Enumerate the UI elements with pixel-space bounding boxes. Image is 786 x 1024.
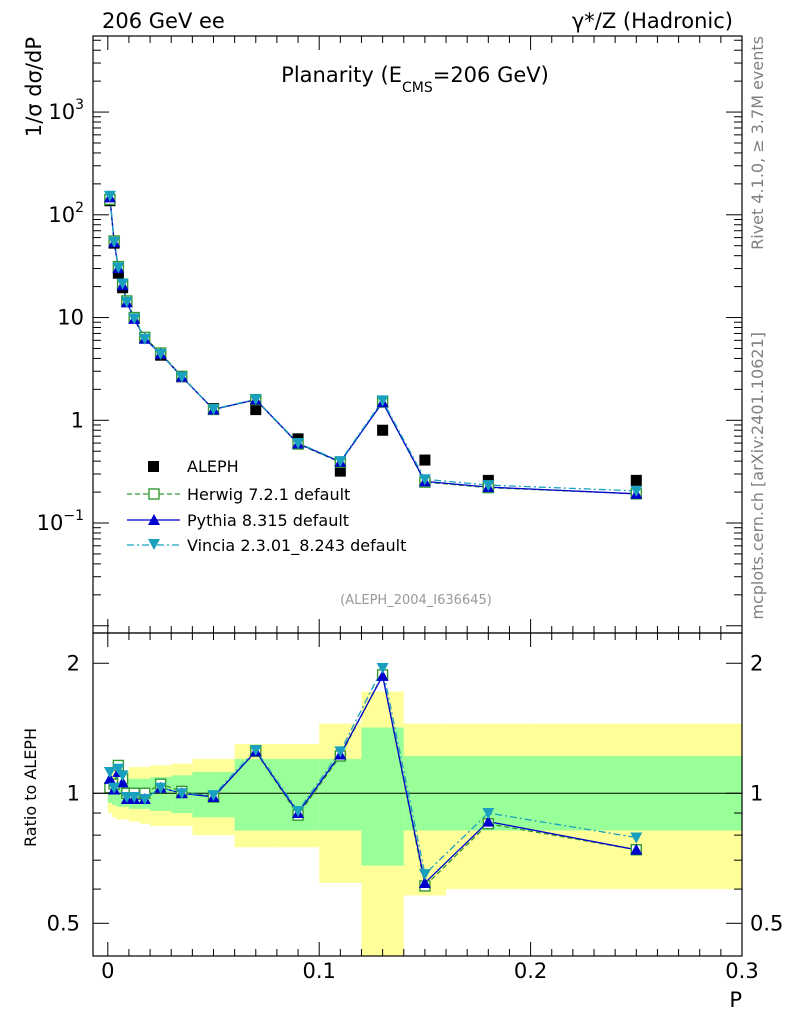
- ratio-vincia-point: [334, 746, 347, 758]
- ratio-panel: 0 0.1 0.2 0.3 0.5 0.5 1 1 2 2: [47, 632, 783, 983]
- main-vincia-point: [175, 371, 188, 383]
- ratio-pythia-point: [103, 772, 116, 784]
- main-vincia-point: [128, 313, 141, 325]
- legend-vincia-label: Vincia 2.3.01_8.243 default: [187, 536, 406, 556]
- main-herwig-line: [109, 199, 637, 495]
- main-y-tick-label: 1: [71, 408, 84, 432]
- main-vincia-point: [207, 404, 220, 416]
- ratio-pythia-point: [418, 876, 431, 888]
- main-aleph-point: [630, 474, 642, 486]
- ratio-vincia-point: [138, 793, 151, 805]
- legend-aleph-label: ALEPH: [187, 457, 239, 476]
- ratio-vincia-point: [249, 744, 262, 756]
- main-vincia-point: [138, 333, 151, 345]
- ratio-stat-uncertainty-band: [361, 727, 404, 866]
- main-vincia-point: [112, 262, 125, 274]
- ratio-vincia-point: [482, 808, 495, 820]
- ratio-y-axis-title: Ratio to ALEPH: [21, 728, 40, 847]
- mcplots-source-label: mcplots.cern.ch [arXiv:2401.10621]: [748, 332, 767, 620]
- ratio-pythia-point: [376, 669, 389, 681]
- ratio-vincia-point: [103, 767, 116, 779]
- main-vincia-point: [376, 395, 389, 407]
- legend: ALEPH Herwig 7.2.1 default Pythia 8.315 …: [127, 457, 406, 556]
- main-y-tick-label: 10−1: [37, 508, 84, 535]
- main-y-tick-base: 10: [48, 203, 75, 227]
- ratio-vincia-point: [175, 788, 188, 800]
- plot-title-main: Planarity (E: [281, 63, 402, 87]
- ratio-vincia-point: [207, 790, 220, 802]
- rivet-version-label: Rivet 4.1.0, ≥ 3.7M events: [748, 36, 767, 250]
- ratio-pythia-point: [630, 843, 643, 855]
- ratio-vincia-point: [154, 782, 167, 794]
- legend-pythia-label: Pythia 8.315 default: [187, 511, 349, 530]
- main-y-tick-label: 10: [57, 306, 84, 330]
- ratio-y-tick-label: 2: [67, 651, 80, 675]
- main-y-tick-label: 103: [48, 97, 84, 124]
- main-vincia-line: [109, 195, 637, 492]
- x-tick-label: 0.1: [302, 959, 335, 983]
- x-tick-label: 0.2: [514, 959, 547, 983]
- plot-title: Planarity (ECMS=206 GeV): [281, 63, 549, 96]
- main-y-tick-label: 102: [48, 200, 84, 227]
- legend-vincia-marker: [148, 539, 160, 550]
- main-y-tick-exponent: 2: [75, 200, 84, 216]
- main-vincia-point: [249, 394, 262, 406]
- main-y-tick-exponent: −1: [63, 508, 84, 524]
- legend-aleph-marker: [148, 461, 159, 472]
- header-left-label: 206 GeV ee: [102, 9, 225, 33]
- ratio-vincia-point: [630, 832, 643, 844]
- main-vincia-point: [630, 485, 643, 497]
- ratio-y-tick-label: 1: [67, 781, 80, 805]
- main-aleph-point: [377, 424, 389, 436]
- ratio-vincia-point: [112, 763, 125, 775]
- main-vincia-point: [103, 190, 116, 202]
- ratio-y-tick-label-right: 2: [750, 651, 763, 675]
- main-vincia-point: [116, 278, 129, 290]
- plot-title-rest: =206 GeV): [433, 63, 549, 87]
- ratio-vincia-point: [128, 792, 141, 804]
- legend-pythia-marker: [148, 514, 160, 525]
- ratio-y-tick-label: 0.5: [47, 911, 80, 935]
- ratio-y-tick-label-right: 1: [750, 781, 763, 805]
- header-right-label: γ*/Z (Hadronic): [572, 9, 733, 33]
- ratio-pythia-point: [482, 815, 495, 827]
- x-axis-title: P: [729, 988, 742, 1012]
- main-y-tick-base: 10: [37, 511, 64, 535]
- ratio-vincia-point: [292, 805, 305, 817]
- ratio-stat-uncertainty-band: [319, 759, 362, 831]
- main-y-axis-title: 1/σ dσ/dP: [22, 37, 46, 137]
- legend-herwig-label: Herwig 7.2.1 default: [187, 485, 350, 504]
- ratio-vincia-point: [116, 770, 129, 782]
- x-tick-label: 0: [101, 959, 114, 983]
- plot-title-subscript: CMS: [402, 80, 433, 96]
- main-aleph-point: [334, 465, 346, 477]
- main-vincia-point: [154, 348, 167, 360]
- ratio-pythia-point: [116, 776, 129, 788]
- main-pythia-line: [109, 197, 637, 495]
- main-aleph-point: [419, 454, 431, 466]
- main-vincia-point: [334, 456, 347, 468]
- ratio-frame-border: [92, 632, 743, 957]
- ratio-vincia-point: [108, 782, 121, 794]
- analysis-id-label: (ALEPH_2004_I636645): [340, 593, 492, 608]
- ratio-stat-uncertainty-band: [234, 759, 277, 831]
- ratio-y-tick-label-right: 0.5: [750, 911, 783, 935]
- ratio-vincia-point: [418, 869, 431, 881]
- main-y-tick-exponent: 3: [75, 97, 84, 113]
- main-aleph-point: [250, 404, 262, 416]
- legend-herwig-marker: [148, 488, 160, 500]
- ratio-vincia-point: [376, 663, 389, 675]
- main-y-tick-base: 10: [48, 100, 75, 124]
- main-vincia-point: [292, 438, 305, 450]
- main-vincia-point: [108, 236, 121, 248]
- x-tick-label: 0.3: [725, 959, 758, 983]
- main-vincia-point: [418, 474, 431, 486]
- main-vincia-point: [482, 480, 495, 492]
- main-vincia-point: [120, 296, 133, 308]
